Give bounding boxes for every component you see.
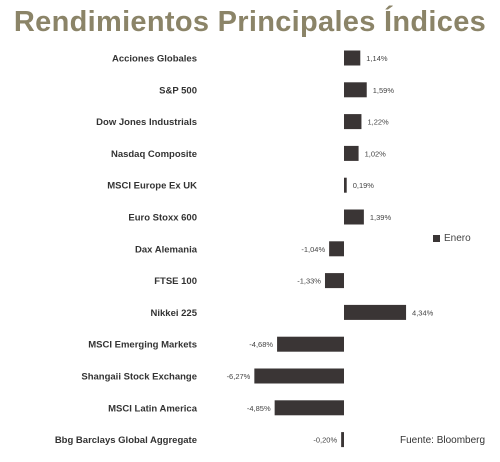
category-label: Nikkei 225 (151, 308, 198, 319)
category-label: Bbg Barclays Global Aggregate (55, 435, 197, 446)
bar (344, 304, 407, 320)
category-label: Acciones Globales (112, 54, 197, 65)
bar (344, 177, 347, 193)
value-label: -0,20% (313, 436, 337, 445)
bar (329, 241, 344, 257)
bar (344, 209, 364, 225)
category-label: FTSE 100 (154, 276, 197, 287)
value-label: -1,04% (301, 245, 325, 254)
bar (344, 114, 362, 130)
source-note: Fuente: Bloomberg (400, 435, 486, 446)
value-label: 1,39% (370, 213, 392, 222)
category-label: Shangaii Stock Exchange (81, 372, 197, 383)
category-label: Nasdaq Composite (111, 149, 197, 160)
value-label: 1,59% (373, 86, 395, 95)
bar (344, 50, 361, 66)
value-label: -4,85% (247, 404, 271, 413)
value-label: -1,33% (297, 277, 321, 286)
category-label: MSCI Europe Ex UK (107, 181, 197, 192)
value-label: 1,14% (366, 54, 388, 63)
value-label: 4,34% (412, 308, 434, 317)
category-label: Euro Stoxx 600 (128, 213, 197, 224)
value-label: -6,27% (227, 372, 251, 381)
value-label: 1,22% (367, 118, 389, 127)
value-label: 0,19% (353, 181, 375, 190)
bar (254, 368, 344, 384)
bar (277, 336, 344, 352)
category-label: Dow Jones Industrials (96, 117, 197, 128)
value-label: -4,68% (249, 340, 273, 349)
category-label: Dax Alemania (135, 244, 198, 255)
legend-label: Enero (444, 233, 471, 244)
bar (274, 400, 344, 416)
bar (341, 432, 344, 448)
bar (324, 273, 344, 289)
value-label: 1,02% (365, 149, 387, 158)
legend-swatch (433, 235, 440, 242)
bar (344, 145, 359, 161)
legend: Enero (433, 233, 471, 244)
category-label: S&P 500 (159, 85, 197, 96)
category-label: MSCI Latin America (108, 403, 198, 414)
chart-title: Rendimientos Principales Índices (13, 6, 487, 38)
category-label: MSCI Emerging Markets (88, 340, 197, 351)
bar (344, 82, 367, 98)
